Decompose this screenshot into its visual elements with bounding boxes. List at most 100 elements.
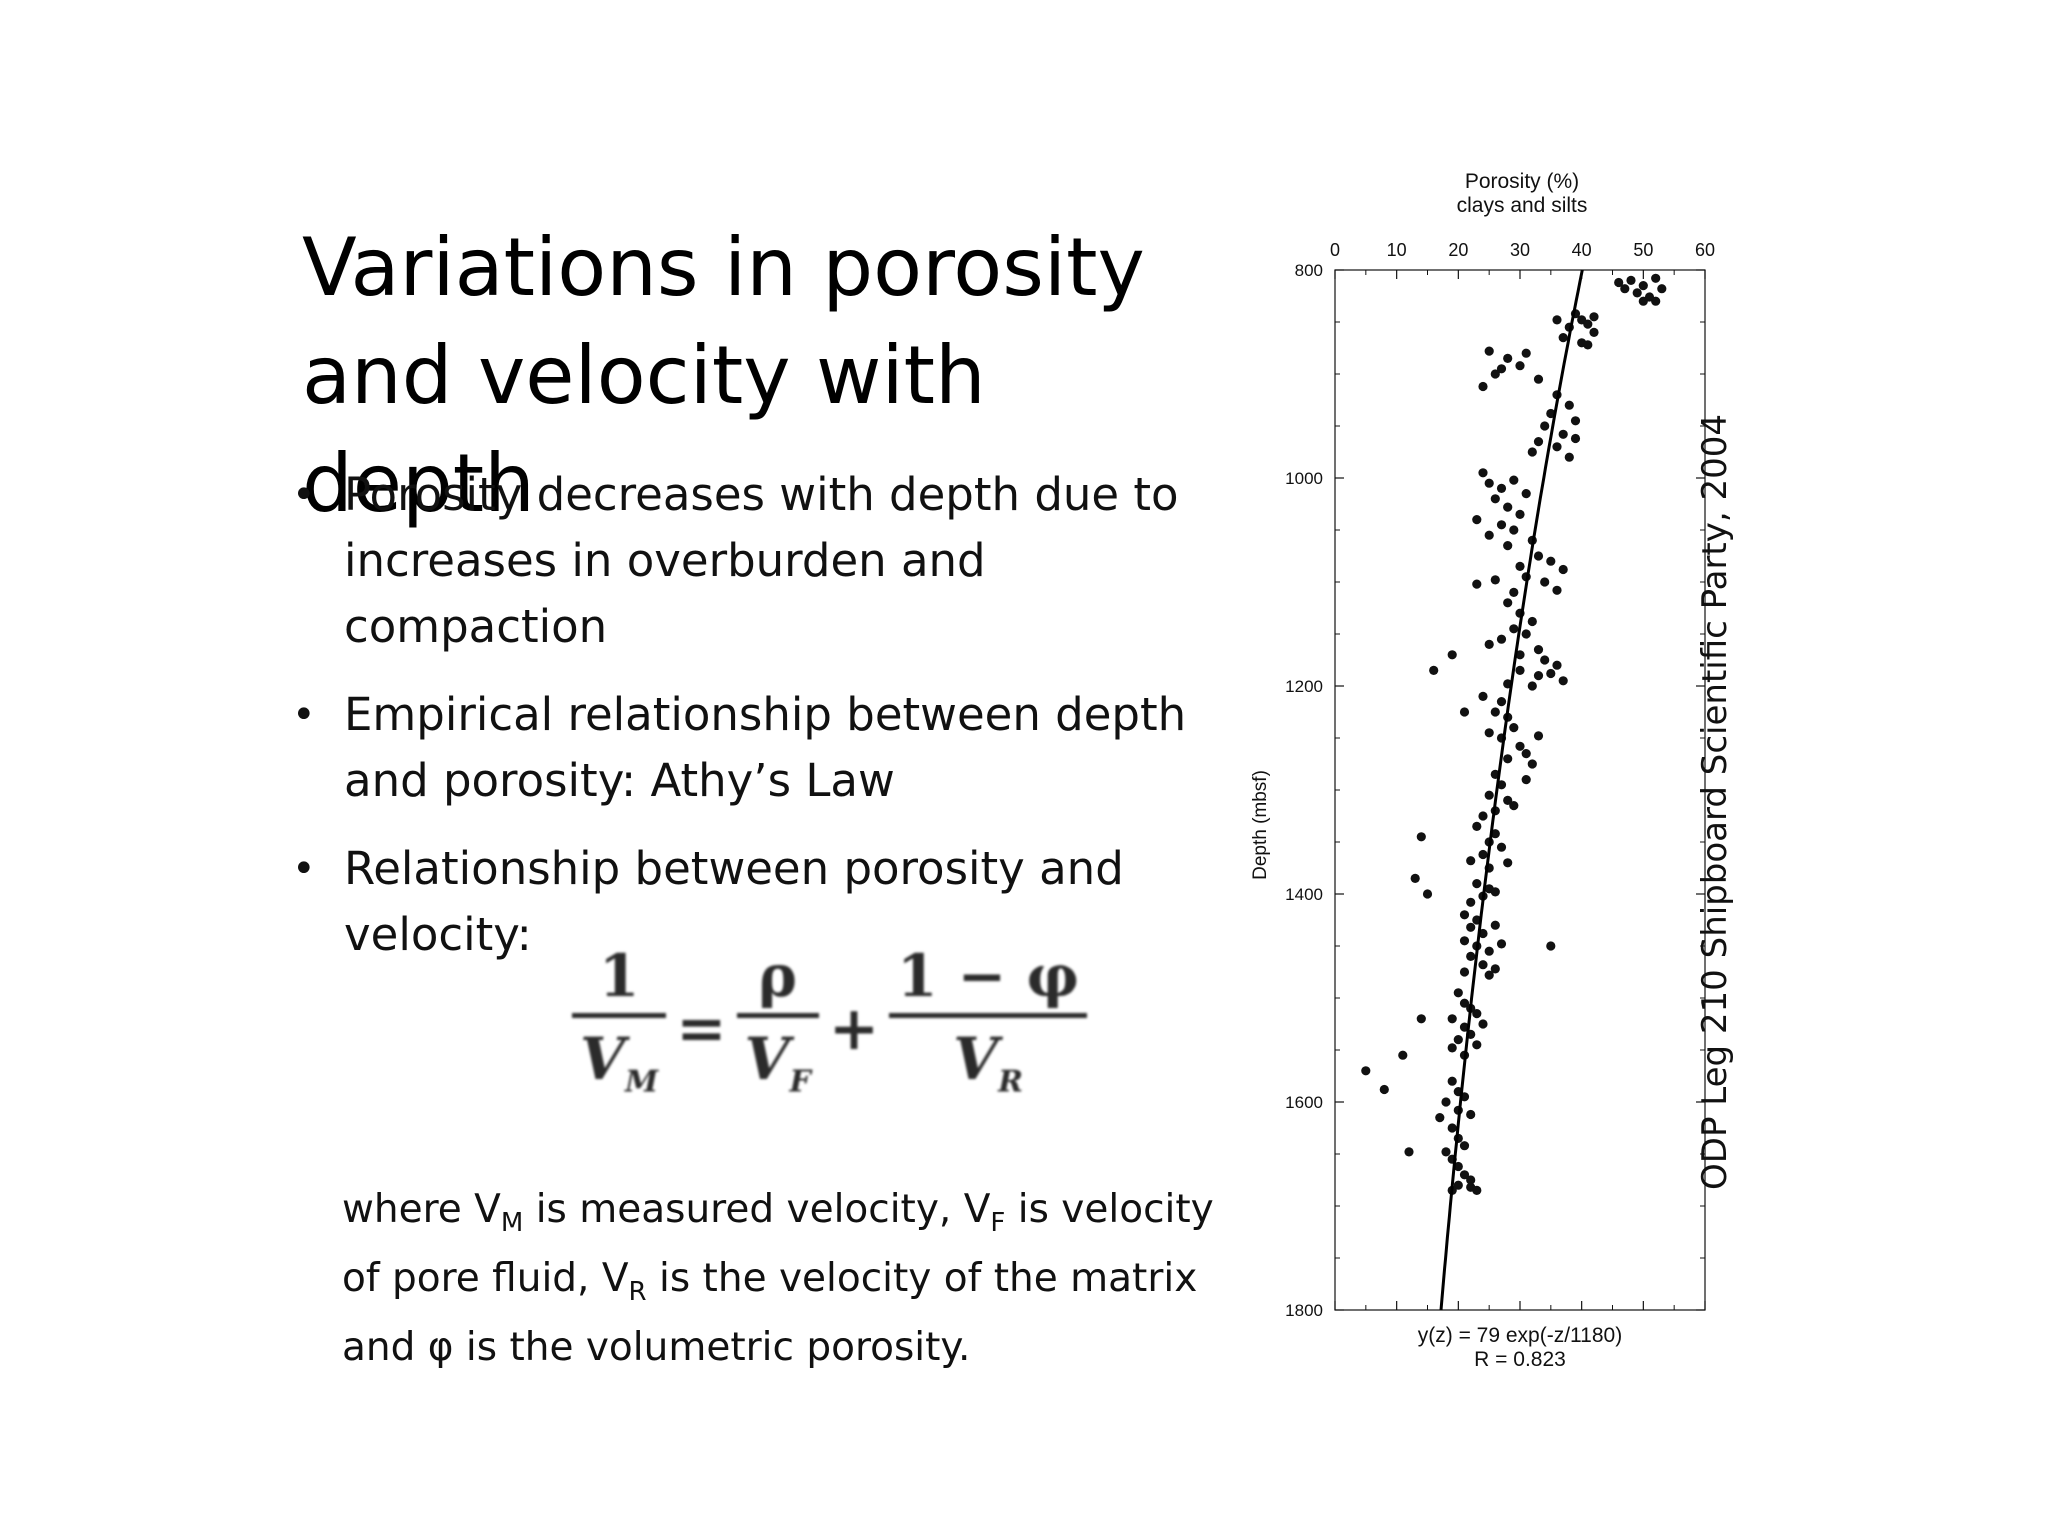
data-point bbox=[1447, 1076, 1457, 1086]
data-points bbox=[1361, 273, 1667, 1195]
data-point bbox=[1478, 849, 1488, 860]
data-point bbox=[1472, 821, 1482, 832]
data-point bbox=[1478, 468, 1488, 478]
data-point bbox=[1546, 668, 1556, 679]
data-point bbox=[1435, 1113, 1445, 1123]
bullet-dot-icon: • bbox=[292, 472, 316, 518]
data-point bbox=[1478, 381, 1488, 392]
data-point bbox=[1533, 551, 1544, 561]
data-point bbox=[1527, 681, 1537, 691]
data-point bbox=[1651, 296, 1661, 306]
data-point bbox=[1490, 369, 1500, 379]
data-point bbox=[1466, 1109, 1476, 1120]
data-point bbox=[1527, 616, 1537, 627]
data-point bbox=[1447, 1123, 1457, 1133]
data-point bbox=[1447, 650, 1457, 660]
porosity-depth-chart: Porosity (%) clays and silts Depth (mbsf… bbox=[1250, 170, 1715, 1371]
source-credit: ODP Leg 210 Shipboard Scientific Party, … bbox=[1695, 413, 1735, 1190]
fraction-lhs: 1 VM bbox=[572, 941, 667, 1118]
data-point bbox=[1472, 1040, 1482, 1050]
data-point bbox=[1478, 691, 1488, 702]
data-point bbox=[1496, 842, 1507, 852]
data-point bbox=[1472, 879, 1482, 889]
title-line-2: and velocity with depth bbox=[302, 329, 986, 530]
data-point bbox=[1466, 1175, 1476, 1185]
data-point bbox=[1515, 665, 1525, 675]
data-point bbox=[1484, 970, 1494, 980]
y-tick-label: 1600 bbox=[1285, 1093, 1323, 1112]
data-point bbox=[1478, 811, 1488, 821]
data-point bbox=[1484, 790, 1494, 800]
data-point bbox=[1490, 887, 1500, 897]
data-point bbox=[1540, 577, 1550, 587]
data-point bbox=[1496, 364, 1507, 374]
data-point bbox=[1515, 650, 1525, 660]
data-point bbox=[1484, 478, 1494, 488]
bullet-item: • Empirical relationship between depth a… bbox=[290, 682, 1210, 814]
data-point bbox=[1570, 433, 1581, 444]
y-tick-label: 1000 bbox=[1285, 469, 1323, 488]
data-point bbox=[1509, 475, 1519, 485]
data-point bbox=[1527, 759, 1537, 769]
data-point bbox=[1540, 655, 1550, 665]
data-point bbox=[1515, 561, 1525, 571]
chart-title: Porosity (%) bbox=[1465, 170, 1579, 193]
data-point bbox=[1447, 1014, 1457, 1024]
velocity-equation: 1 VM = ρ VF + 1 − φ VR bbox=[566, 941, 1093, 1114]
data-point bbox=[1509, 525, 1519, 535]
data-point bbox=[1496, 520, 1507, 530]
x-tick-label: 40 bbox=[1572, 240, 1592, 260]
data-point bbox=[1614, 277, 1624, 288]
fit-curve bbox=[1439, 269, 1584, 1311]
data-point bbox=[1552, 442, 1562, 452]
y-tick-label: 1400 bbox=[1285, 885, 1323, 904]
data-point bbox=[1361, 1066, 1371, 1076]
data-point bbox=[1552, 315, 1562, 325]
bullet-item: • Porosity decreases with depth due to i… bbox=[290, 462, 1210, 660]
data-point bbox=[1422, 889, 1433, 899]
title-line-1: Variations in porosity bbox=[302, 221, 1145, 314]
data-point bbox=[1558, 676, 1568, 686]
data-point bbox=[1533, 671, 1544, 681]
fraction-fluid: ρ VF bbox=[736, 941, 819, 1118]
data-point bbox=[1515, 509, 1525, 519]
data-point bbox=[1429, 665, 1439, 675]
data-point bbox=[1638, 296, 1648, 306]
data-point bbox=[1515, 741, 1525, 751]
data-point bbox=[1515, 361, 1525, 371]
data-point bbox=[1583, 319, 1593, 329]
data-point bbox=[1484, 728, 1494, 738]
data-point bbox=[1540, 421, 1550, 431]
data-point bbox=[1472, 1009, 1482, 1019]
data-point bbox=[1490, 920, 1500, 930]
data-point bbox=[1490, 494, 1500, 504]
data-point bbox=[1533, 731, 1544, 741]
data-point bbox=[1620, 284, 1630, 294]
data-point bbox=[1496, 939, 1507, 949]
data-point bbox=[1503, 754, 1513, 764]
data-point bbox=[1558, 429, 1568, 439]
x-tick-label: 50 bbox=[1633, 240, 1653, 260]
data-point bbox=[1490, 964, 1500, 974]
bullet-dot-icon: • bbox=[292, 692, 316, 738]
data-point bbox=[1466, 922, 1476, 932]
data-point bbox=[1472, 1185, 1482, 1195]
data-point bbox=[1521, 489, 1531, 499]
bullet-item: • Relationship between porosity and velo… bbox=[290, 836, 1210, 968]
data-point bbox=[1410, 873, 1420, 884]
equals-sign: = bbox=[676, 994, 727, 1064]
x-tick-label: 60 bbox=[1695, 240, 1715, 260]
data-point bbox=[1521, 629, 1531, 639]
data-point bbox=[1490, 707, 1500, 717]
data-point bbox=[1533, 374, 1544, 384]
y-axis-label: Depth (mbsf) bbox=[1250, 770, 1271, 880]
y-tick-label: 800 bbox=[1295, 261, 1323, 280]
fraction-numerator: 1 − φ bbox=[897, 941, 1079, 1010]
data-point bbox=[1521, 775, 1531, 785]
data-point bbox=[1533, 645, 1544, 655]
data-point bbox=[1453, 1180, 1463, 1190]
data-point bbox=[1533, 437, 1544, 447]
data-point bbox=[1509, 587, 1519, 597]
data-point bbox=[1546, 556, 1556, 566]
